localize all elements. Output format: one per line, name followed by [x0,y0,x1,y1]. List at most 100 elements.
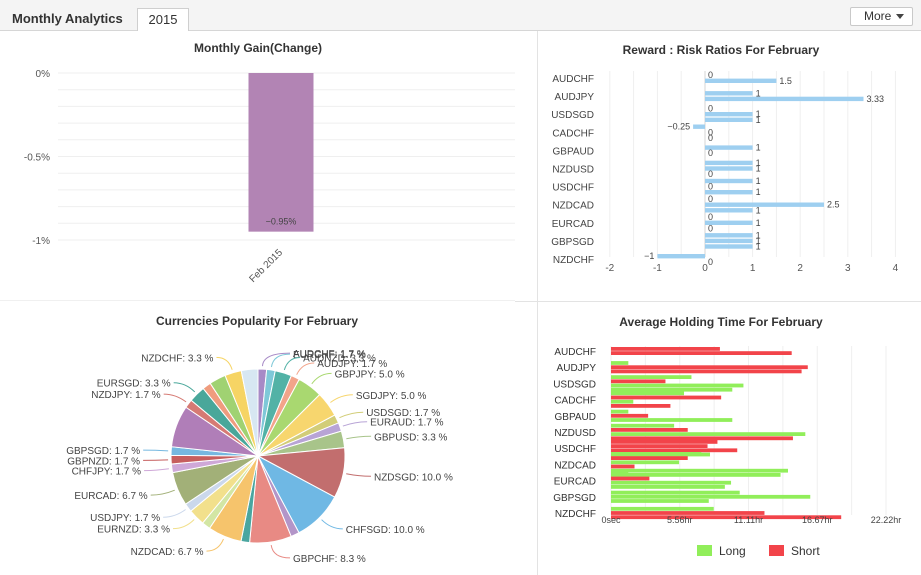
holding-bar [611,423,675,428]
rr-bar [705,112,753,117]
y-tick-label: -0.5% [24,153,50,164]
rr-bar [705,244,753,249]
holding-bar [611,347,720,351]
pie-connector [143,449,169,452]
gain-bar [248,73,314,232]
y-tick-label: -1% [32,236,50,247]
holding-time-chart: Average Holding Time For February 0sec 5.… [553,315,902,558]
x-tick-label: 22.22hr [871,515,902,525]
y-tick-label: NZDCHF [553,255,594,266]
pie-connector [339,411,364,419]
pie-connector [296,362,315,375]
y-tick-label: NZDCAD [554,460,596,471]
holding-bar [611,480,732,485]
y-tick-label: GBPAUD [553,146,595,157]
pie-connector [346,435,372,440]
holding-bar [611,440,718,444]
holding-bar [611,499,709,503]
chart-title: Reward : Risk Ratios For February [623,43,820,57]
x-tick-label: 2 [797,263,803,274]
chart-title: Average Holding Time For February [619,315,823,329]
holding-bar [611,387,733,392]
legend-swatch [769,545,784,556]
pie-label: AUDCHF: 1.7 % [293,349,366,360]
pie-connector [206,538,224,552]
holding-bar [611,456,688,460]
holding-bar [611,418,733,422]
y-tick-label: AUDJPY [557,363,597,374]
x-tick-label: 0 [702,263,708,274]
x-tick-label: -2 [605,263,614,274]
data-label: 2.5 [827,200,840,210]
more-button[interactable]: More [850,7,913,26]
y-tick-label: AUDCHF [554,347,596,358]
data-label: 1 [756,158,761,168]
x-tick-label: 11.11hr [734,515,763,525]
pie-connector [143,459,169,461]
pie-label: USDJPY: 1.7 % [90,513,160,524]
data-label: 1 [756,187,761,197]
holding-bar [611,476,650,481]
legend-swatch [697,545,712,556]
rr-bar [705,233,753,238]
data-label: 0 [708,194,713,204]
holding-bar [611,448,738,453]
data-label: 1 [756,205,761,215]
rr-bar [705,145,753,150]
y-tick-label: USDCHF [554,444,596,455]
pie-connector [150,489,175,496]
rr-bar [657,254,705,259]
holding-bar [611,351,792,355]
tab-2015[interactable]: 2015 [137,8,189,31]
y-tick-label: GBPSGD [551,237,594,248]
pie-label: EURAUD: 1.7 % [370,418,443,429]
pie-connector [163,509,186,518]
pie-label: EURNZD: 3.3 % [97,525,170,536]
pie-connector [342,421,368,427]
data-label: −0.95% [266,217,297,227]
pie-label: EURCHF: 1.7 % [293,350,366,361]
data-label: 3.33 [867,94,885,104]
pie-label: EURSGD: 3.3 % [97,379,171,390]
data-label: 0 [708,257,713,267]
more-button-label: More [864,9,892,23]
pie-label: NZDJPY: 1.7 % [91,390,161,401]
pie-connector [321,519,343,530]
holding-bar [611,361,629,365]
rr-bar [705,160,753,166]
data-label: 0 [708,70,713,80]
data-label: 0 [708,104,713,114]
data-label: 0 [708,182,713,192]
pie-label: NZDSGD: 10.0 % [374,472,453,483]
y-tick-label: 0% [36,69,51,80]
data-label: −0.25 [667,122,690,132]
pie-label: AUDJPY: 1.7 % [317,359,387,370]
pie-connector [173,519,195,530]
holding-bar [611,473,781,477]
holding-bar [611,464,635,469]
y-tick-label: USDSGD [551,110,594,121]
data-label: 0 [708,127,713,137]
holding-bar [611,375,692,379]
holding-bar [611,506,714,511]
data-label: 1 [756,230,761,240]
pie-label: GBPCHF: 8.3 % [293,554,366,565]
data-label: 1 [756,115,761,125]
pie-label: CHFJPY: 1.7 % [72,467,142,478]
holding-bar [611,485,725,489]
pie-connector [261,352,291,367]
y-tick-label: AUDJPY [555,92,595,103]
rr-bar [693,124,705,129]
data-label: 1 [756,242,761,252]
rr-bar [705,96,864,102]
x-tick-label: 16.67hr [802,515,833,525]
holding-bar [611,436,793,441]
holding-bar [611,379,666,384]
top-bar: Monthly Analytics 2015 More [0,0,921,31]
pie-connector [173,382,196,393]
data-label: 0 [708,133,713,143]
holding-bar [611,432,806,436]
y-tick-label: NZDCAD [552,201,594,212]
monthly-gain-chart: Monthly Gain(Change) −0.95% 0% -0.5% -1% Fe… [24,41,515,285]
pie-label: SGDJPY: 5.0 % [356,391,427,402]
